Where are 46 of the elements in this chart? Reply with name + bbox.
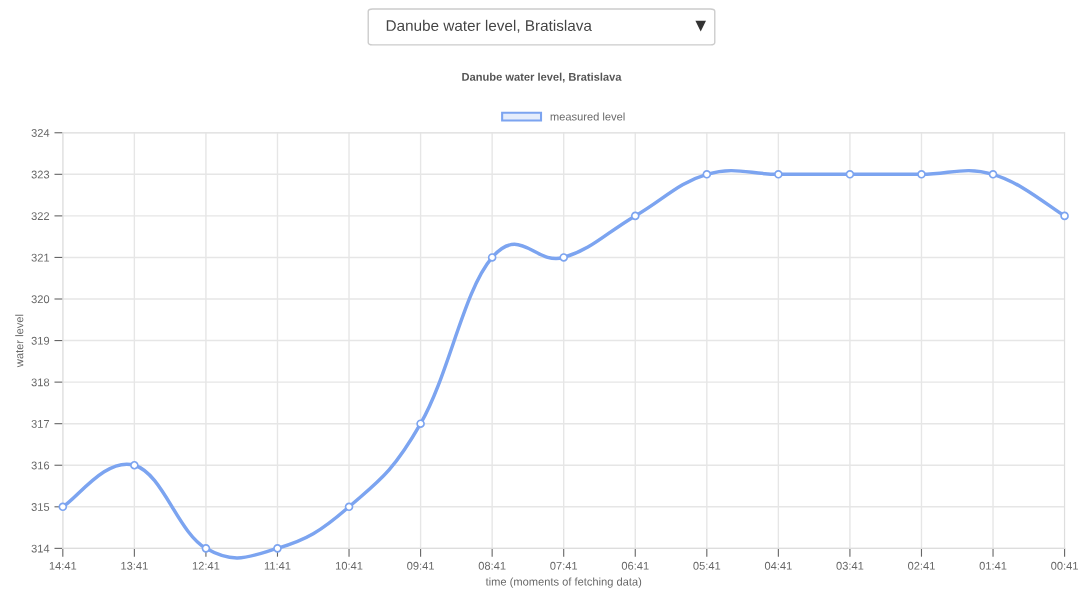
y-axis-title: water level bbox=[15, 314, 24, 368]
y-tick-label: 317 bbox=[31, 419, 50, 428]
legend-label: measured level bbox=[550, 112, 625, 121]
point bbox=[130, 460, 139, 470]
y-tick-label: 320 bbox=[31, 295, 50, 304]
chart-title: Danube water level, Bratislava bbox=[462, 72, 622, 83]
x-tick-label: 11:41 bbox=[264, 561, 291, 570]
point bbox=[702, 170, 712, 179]
x-tick-label: 00:41 bbox=[1051, 561, 1078, 570]
x-tick-label: 14:41 bbox=[49, 561, 77, 570]
point bbox=[917, 170, 926, 179]
point bbox=[559, 253, 569, 262]
text: Danube water level, Bratislava bbox=[386, 19, 592, 33]
point bbox=[58, 502, 68, 512]
x-tick-label: 08:41 bbox=[478, 561, 506, 570]
point bbox=[1060, 211, 1069, 221]
point bbox=[487, 253, 497, 262]
point bbox=[630, 211, 640, 221]
x-tick-label: 07:41 bbox=[550, 561, 578, 570]
point bbox=[201, 544, 211, 553]
x-axis-title: time (moments of fetching data) bbox=[485, 577, 642, 588]
y-tick-label: 318 bbox=[31, 378, 50, 387]
point bbox=[416, 419, 425, 428]
x-tick-label: 10:41 bbox=[335, 561, 363, 570]
x-tick-label: 03:41 bbox=[836, 561, 864, 570]
x-tick-label: 09:41 bbox=[407, 561, 434, 570]
y-tick-label: 322 bbox=[31, 212, 50, 221]
y-tick-label: 324 bbox=[31, 129, 50, 137]
point bbox=[344, 502, 354, 512]
x-tick-label: 13:41 bbox=[121, 561, 148, 570]
point bbox=[774, 170, 783, 179]
x-tick-label: 06:41 bbox=[621, 561, 649, 570]
x-tick-label: 02:41 bbox=[908, 561, 935, 570]
y-tick-label: 314 bbox=[31, 544, 50, 553]
point bbox=[273, 544, 282, 553]
y-tick-label: 315 bbox=[31, 503, 50, 511]
point bbox=[845, 170, 855, 179]
y-tick-label: 323 bbox=[31, 170, 50, 179]
point bbox=[988, 170, 998, 179]
x-tick-label: 04:41 bbox=[764, 561, 792, 570]
y-tick-label: 316 bbox=[31, 461, 50, 470]
x-tick-label: 12:41 bbox=[192, 561, 220, 570]
y-tick-label: 319 bbox=[31, 336, 50, 345]
x-tick-label: 01:41 bbox=[979, 561, 1007, 570]
y-tick-label: 321 bbox=[31, 253, 50, 262]
x-tick-label: 05:41 bbox=[693, 561, 721, 570]
